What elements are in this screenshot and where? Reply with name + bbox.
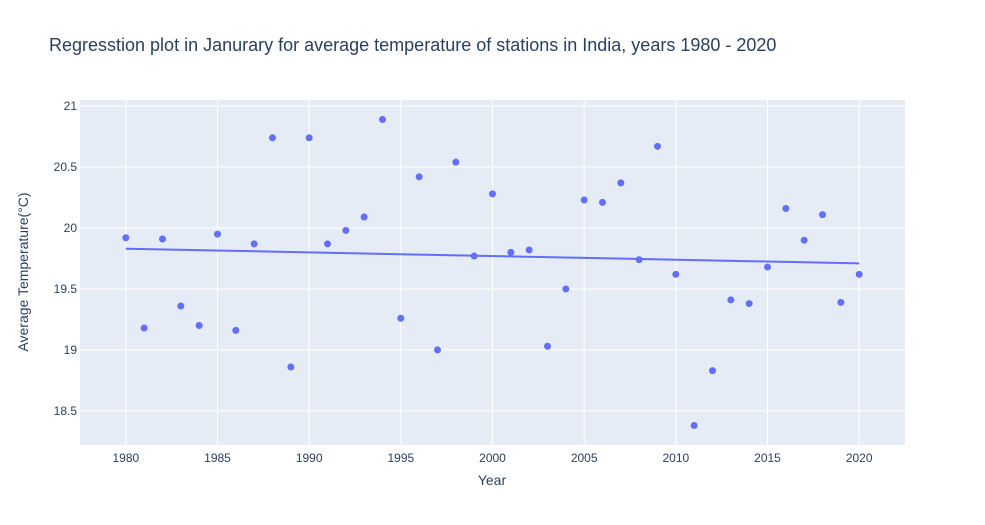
x-tick-label: 1995 [387, 451, 414, 465]
data-point [562, 285, 570, 293]
y-tick-label: 18.5 [54, 404, 78, 418]
data-point [800, 236, 808, 244]
x-tick-label: 1985 [204, 451, 231, 465]
x-tick-label: 2005 [571, 451, 598, 465]
y-tick-label: 19 [64, 343, 78, 357]
y-axis-title: Average Temperature(°C) [15, 192, 31, 351]
x-tick-label: 1990 [296, 451, 323, 465]
y-tick-labels: 18.5 19 19.5 20 20.5 21 [54, 99, 78, 418]
data-point [764, 263, 771, 271]
y-tick-label: 20 [64, 221, 78, 235]
y-tick-label: 20.5 [54, 160, 78, 174]
y-gridlines [80, 105, 905, 412]
chart-title: Regresstion plot in Janurary for average… [49, 35, 776, 55]
data-point [819, 211, 826, 219]
data-point [654, 142, 661, 150]
data-point [599, 198, 606, 206]
x-axis-title: Year [478, 472, 507, 488]
data-point [434, 346, 441, 354]
data-point [690, 421, 698, 429]
x-tick-label: 2010 [662, 451, 689, 465]
data-point [250, 240, 258, 248]
data-point [544, 342, 551, 350]
data-point [232, 326, 240, 334]
x-gridlines [125, 100, 860, 445]
data-point [452, 158, 460, 166]
data-point [727, 296, 735, 304]
data-point [470, 252, 478, 260]
data-point [122, 234, 130, 242]
data-point [415, 173, 423, 181]
x-tick-label: 1980 [112, 451, 139, 465]
data-point [617, 179, 625, 187]
data-point [507, 248, 515, 256]
data-point [672, 270, 680, 278]
data-point [635, 256, 643, 264]
data-point [159, 235, 166, 243]
data-point [397, 314, 405, 322]
data-point [342, 226, 350, 234]
data-point [379, 116, 386, 124]
data-point [782, 204, 790, 212]
x-tick-labels: 1980 1985 1990 1995 2000 2005 2010 2015 2020 [112, 451, 872, 465]
data-point [580, 196, 588, 204]
data-point [324, 240, 331, 248]
y-tick-label: 19.5 [54, 282, 78, 296]
data-point [525, 246, 533, 254]
data-point [855, 270, 863, 278]
data-point [709, 367, 716, 375]
data-point [195, 322, 203, 330]
data-point [269, 134, 276, 142]
data-point [305, 134, 313, 142]
regression-line [125, 247, 860, 265]
scatter-points [122, 116, 863, 429]
data-point [489, 190, 496, 198]
data-point [287, 363, 295, 371]
x-tick-label: 2020 [846, 451, 873, 465]
data-point [177, 302, 185, 310]
x-tick-label: 2015 [754, 451, 781, 465]
y-tick-label: 21 [64, 99, 78, 113]
data-point [745, 300, 753, 308]
data-point [214, 230, 221, 238]
data-point [360, 213, 368, 221]
data-point [140, 324, 148, 332]
x-tick-label: 2000 [479, 451, 506, 465]
data-point [837, 298, 845, 306]
